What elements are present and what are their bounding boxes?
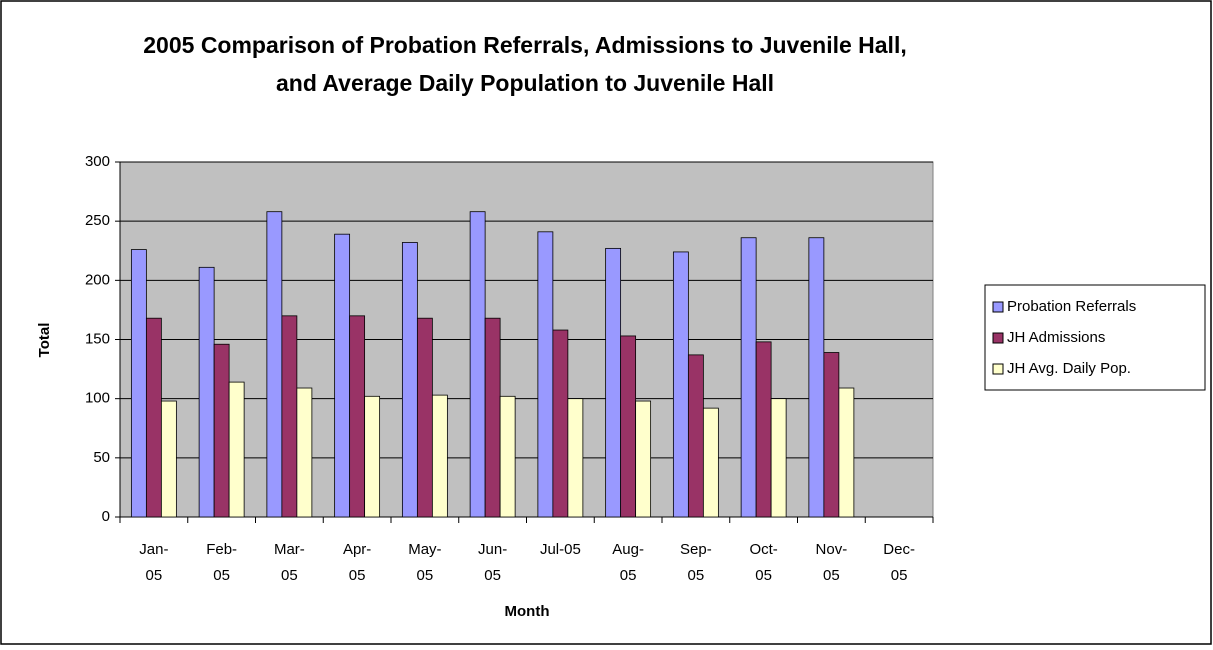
label-line: 05 [213, 567, 230, 584]
label-line: Dec- [883, 541, 915, 558]
y-tick-label: 200 [85, 271, 110, 288]
x-tick-label: Jun- 05 [478, 541, 507, 584]
label-line: 05 [349, 567, 366, 584]
label-line: 05 [417, 567, 434, 584]
bar [296, 387, 313, 518]
bar [416, 317, 433, 518]
bar [770, 398, 787, 518]
bar [620, 335, 637, 518]
bar [635, 400, 652, 518]
x-tick-label: May- 05 [408, 541, 441, 584]
label-line: 05 [146, 567, 163, 584]
title-line: 2005 Comparison of Probation Referrals, … [143, 32, 906, 58]
y-tick-label: 150 [85, 330, 110, 347]
x-tick-label: Sep- 05 [680, 541, 712, 584]
x-tick-label: Apr- 05 [343, 541, 371, 584]
y-tick-label: 0 [102, 508, 110, 525]
label-line: 05 [620, 567, 637, 584]
bar [334, 233, 351, 518]
bar [552, 329, 569, 518]
bar [484, 317, 501, 518]
bar [672, 251, 689, 518]
label-line: 05 [688, 567, 705, 584]
label-line: Aug- [612, 541, 644, 558]
label-line: Jan- [139, 541, 168, 558]
legend-swatch [992, 301, 1004, 313]
legend-box [984, 284, 1206, 391]
bar [281, 315, 298, 518]
label-line: Nov- [816, 541, 848, 558]
bar [431, 394, 448, 518]
x-tick-label: Jul-05 [540, 541, 581, 558]
legend-swatch [992, 332, 1004, 344]
label-line: 05 [484, 567, 501, 584]
legend-label: Probation Referrals [1007, 298, 1136, 315]
x-axis-label: Month [505, 603, 550, 620]
x-tick-label: Oct- 05 [749, 541, 777, 584]
bar [755, 341, 772, 518]
bar [838, 387, 855, 518]
bar [160, 400, 177, 518]
x-tick-label: Dec- 05 [883, 541, 915, 584]
label-line: Sep- [680, 541, 712, 558]
title-line: and Average Daily Population to Juvenile… [276, 70, 774, 96]
bar [537, 231, 554, 518]
legend-swatch [992, 363, 1004, 375]
bar [349, 315, 366, 518]
label-line: Oct- [749, 541, 777, 558]
y-tick-label: 100 [85, 390, 110, 407]
label-line: 05 [755, 567, 772, 584]
y-axis-label: Total [36, 323, 53, 358]
bar [364, 395, 381, 518]
y-tick-label: 250 [85, 212, 110, 229]
bar [499, 395, 516, 518]
label-line: Apr- [343, 541, 371, 558]
bar [823, 352, 840, 518]
bar [469, 211, 486, 518]
bar [213, 343, 230, 518]
legend-label: JH Admissions [1007, 329, 1105, 346]
bar [130, 249, 147, 518]
bar [266, 211, 283, 518]
label-line: May- [408, 541, 441, 558]
bar [687, 354, 704, 518]
y-tick-label: 300 [85, 153, 110, 170]
label-line: Mar- [274, 541, 305, 558]
y-tick-label: 50 [93, 449, 110, 466]
bar [198, 266, 215, 518]
label-line: Feb- [206, 541, 237, 558]
label-line: 05 [891, 567, 908, 584]
bar [808, 237, 825, 518]
bar [145, 317, 162, 518]
chart-title: 2005 Comparison of Probation Referrals, … [143, 32, 906, 96]
bar [605, 247, 622, 518]
x-tick-label: Feb- 05 [206, 541, 237, 584]
label-line: Jun- [478, 541, 507, 558]
x-tick-label: Jan- 05 [139, 541, 168, 584]
label-line: 05 [281, 567, 298, 584]
x-tick-label: Nov- 05 [816, 541, 848, 584]
bar [740, 237, 757, 518]
label-line: 05 [823, 567, 840, 584]
bar [401, 242, 418, 518]
legend-label: JH Avg. Daily Pop. [1007, 360, 1131, 377]
x-tick-label: Mar- 05 [274, 541, 305, 584]
bar [702, 407, 719, 518]
x-tick-label: Aug- 05 [612, 541, 644, 584]
bar [228, 381, 245, 518]
bar [567, 398, 584, 518]
